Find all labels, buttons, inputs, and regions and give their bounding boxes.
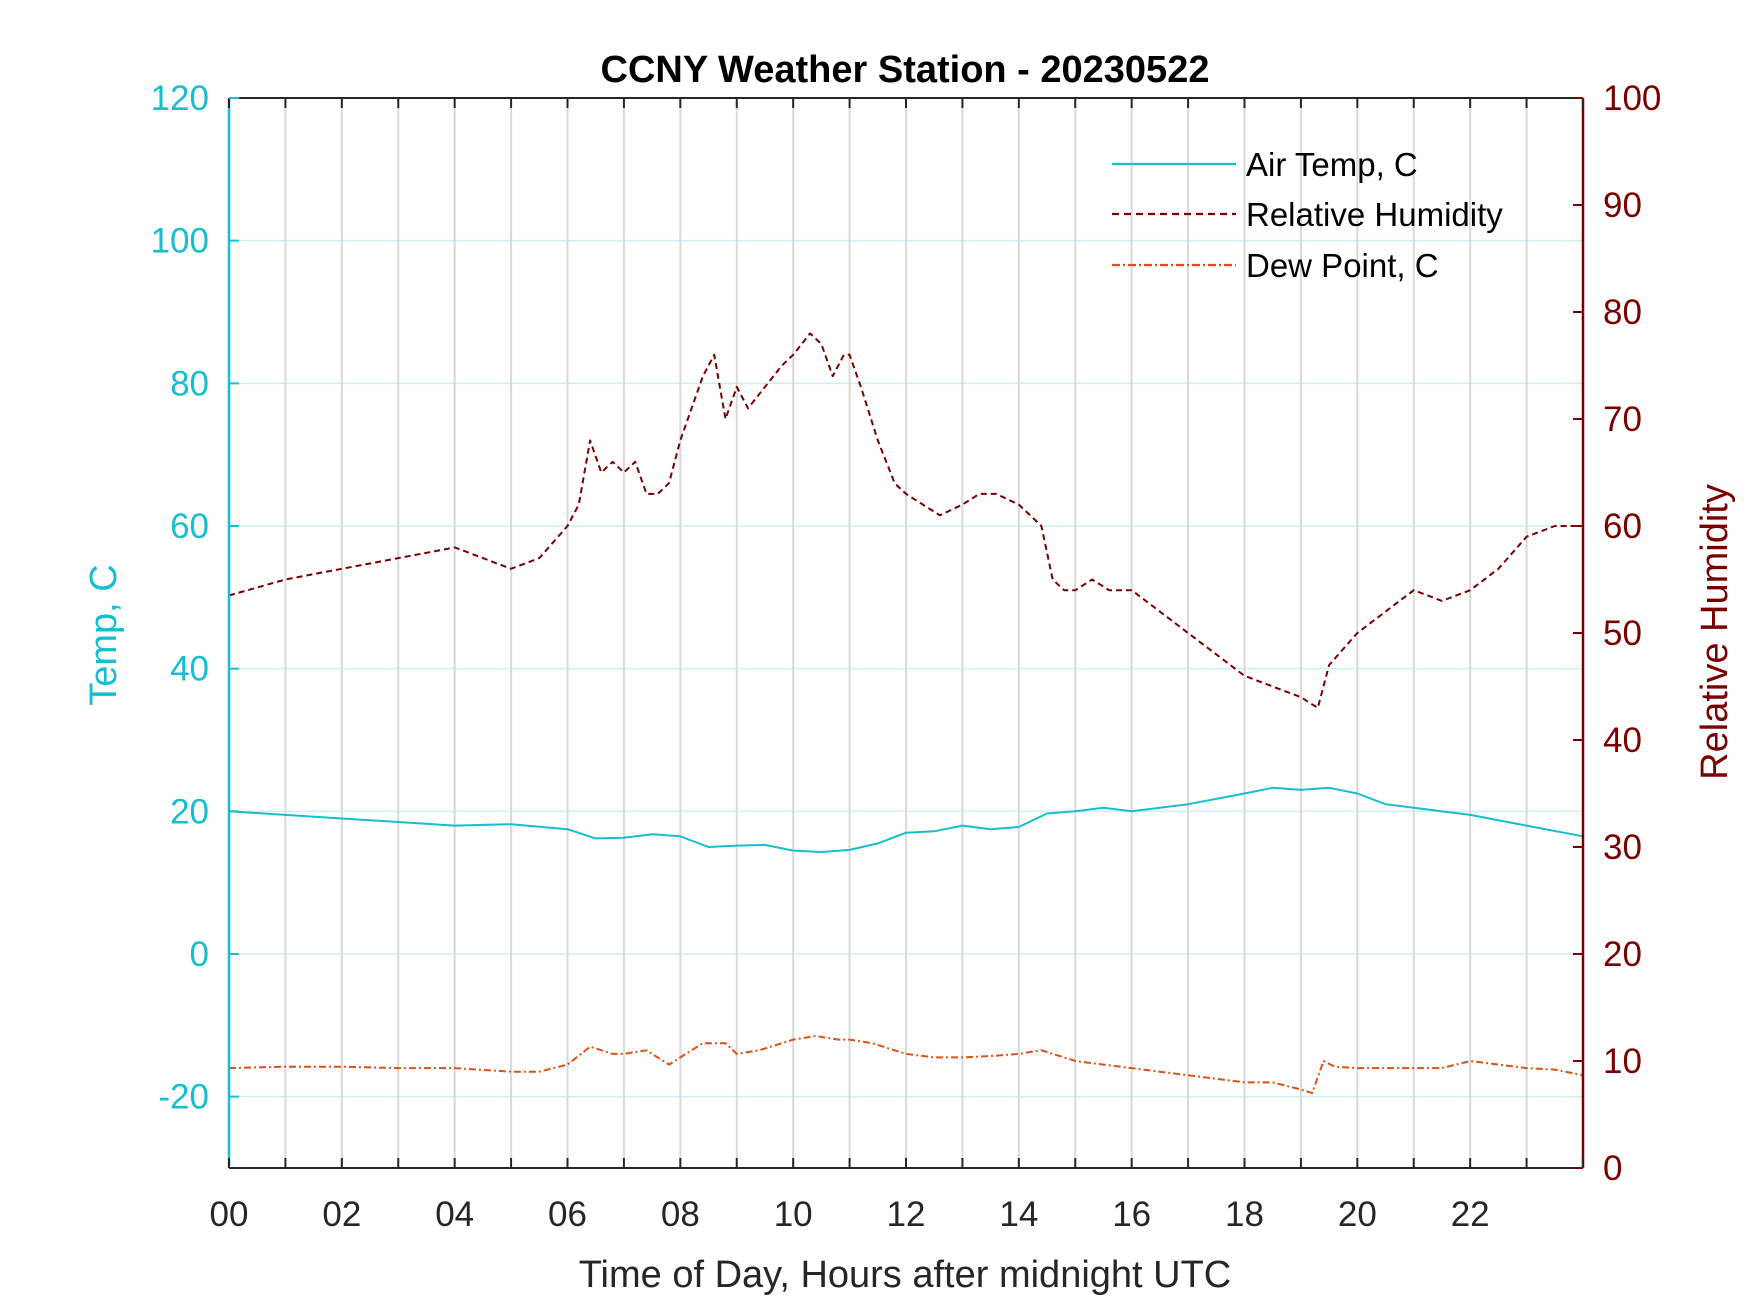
x-tick-label: 14 bbox=[999, 1195, 1038, 1234]
y-right-tick-label: 40 bbox=[1603, 721, 1642, 760]
grid-layer bbox=[229, 97, 1583, 1168]
y-left-tick-label: 20 bbox=[170, 792, 209, 831]
axis-layer bbox=[227, 97, 1585, 1169]
y-axis-left-label: Temp, C bbox=[83, 564, 125, 705]
series-layer bbox=[228, 332, 1584, 1095]
y-right-tick-label: 20 bbox=[1603, 935, 1642, 974]
x-axis-label: Time of Day, Hours after midnight UTC bbox=[579, 1254, 1232, 1296]
x-tick-label: 10 bbox=[774, 1195, 813, 1234]
series-line-relative-humidity bbox=[228, 332, 1583, 709]
y-left-tick-label: 100 bbox=[151, 222, 209, 261]
x-tick-label: 08 bbox=[661, 1195, 700, 1234]
y-right-tick-label: 30 bbox=[1603, 828, 1642, 867]
y-left-tick-label: 120 bbox=[151, 79, 209, 118]
chart-title: CCNY Weather Station - 20230522 bbox=[601, 49, 1210, 91]
y-right-tick-label: 60 bbox=[1603, 507, 1642, 546]
y-left-tick-label: -20 bbox=[158, 1078, 209, 1117]
y-left-tick-label: 40 bbox=[170, 650, 209, 689]
y-left-tick-label: 80 bbox=[170, 364, 209, 403]
x-tick-label: 20 bbox=[1338, 1195, 1377, 1234]
legend-label-relative-humidity: Relative Humidity bbox=[1246, 196, 1503, 233]
y-right-tick-label: 80 bbox=[1603, 293, 1642, 332]
series-line-dew-point-c bbox=[228, 1035, 1584, 1095]
y-right-tick-label: 70 bbox=[1603, 400, 1642, 439]
y-axis-right-label: Relative Humidity bbox=[1694, 484, 1736, 780]
x-tick-label: 04 bbox=[435, 1195, 474, 1234]
x-tick-label: 00 bbox=[210, 1195, 249, 1234]
legend-label-air-temp: Air Temp, C bbox=[1246, 146, 1418, 183]
y-right-tick-label: 10 bbox=[1603, 1042, 1642, 1081]
y-right-tick-label: 0 bbox=[1603, 1149, 1622, 1188]
x-tick-label: 02 bbox=[322, 1195, 361, 1234]
x-tick-label: 18 bbox=[1225, 1195, 1264, 1234]
legend: Air Temp, C Relative Humidity Dew Point,… bbox=[1112, 146, 1503, 284]
y-right-tick-label: 90 bbox=[1603, 186, 1642, 225]
x-tick-label: 12 bbox=[887, 1195, 926, 1234]
x-tick-label: 22 bbox=[1451, 1195, 1490, 1234]
legend-label-dew-point: Dew Point, C bbox=[1246, 247, 1439, 284]
x-tick-label: 16 bbox=[1112, 1195, 1151, 1234]
series-line-air-temp-c bbox=[228, 786, 1584, 853]
x-tick-label: 06 bbox=[548, 1195, 587, 1234]
y-left-tick-label: 60 bbox=[170, 507, 209, 546]
y-left-tick-label: 0 bbox=[190, 935, 209, 974]
y-right-tick-label: 100 bbox=[1603, 79, 1661, 118]
tick-label-layer: 00 02 04 06 08 10 12 14 16 18 20 22-200204060801001… bbox=[151, 79, 1662, 1234]
y-right-tick-label: 50 bbox=[1603, 614, 1642, 653]
